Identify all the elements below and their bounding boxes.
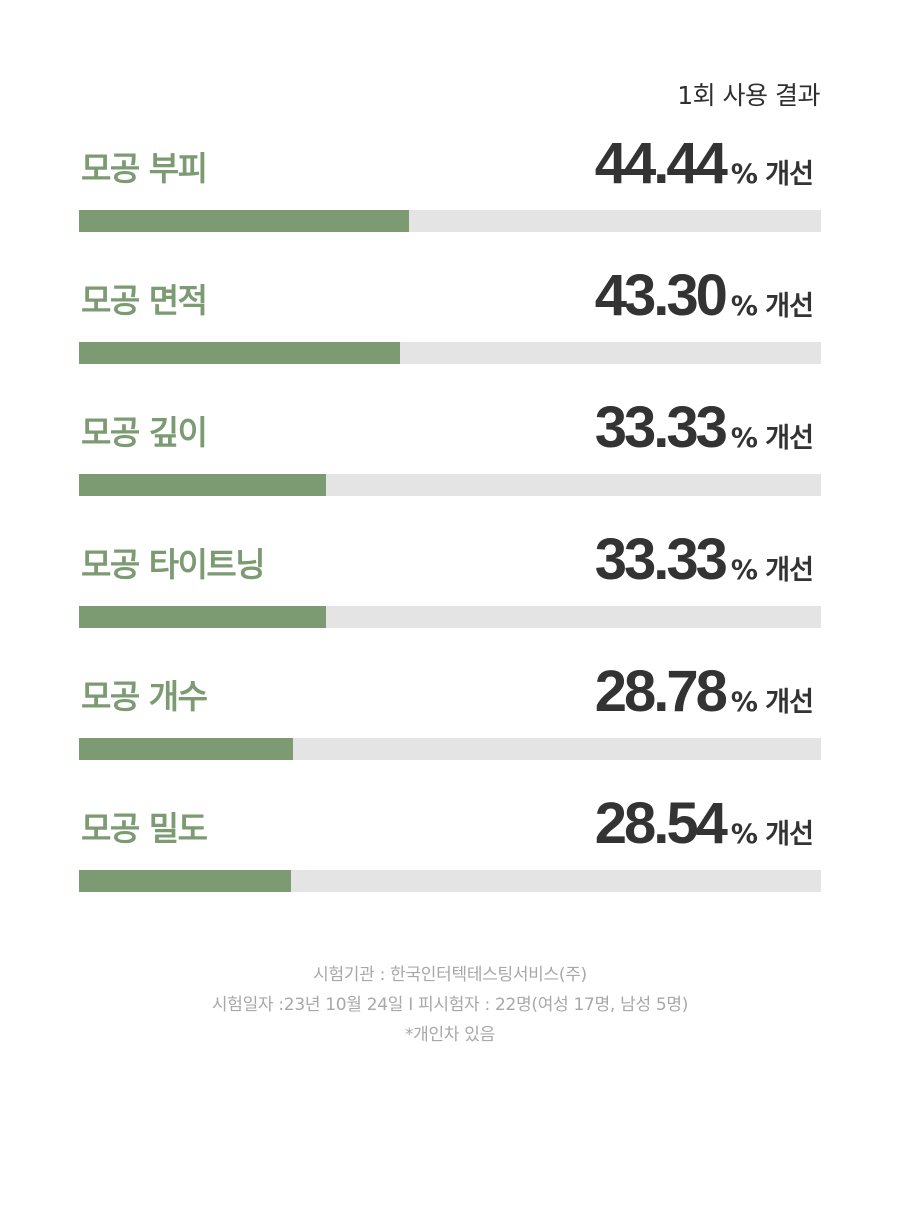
value-label: 44.44 [594,131,728,196]
bar-fill [79,342,401,364]
unit-label: % 개선 [730,819,814,850]
value-label-group: 28.78% 개선 [595,658,814,724]
bar-track [79,474,821,496]
unit-label: % 개선 [730,291,814,322]
value-label-group: 33.33% 개선 [595,526,814,592]
value-label-group: 33.33% 개선 [595,394,814,460]
value-label-group: 28.54% 개선 [595,790,814,856]
bar-row: 모공 깊이 33.33% 개선 [79,394,821,526]
bar-track [79,342,821,364]
result-header: 1회 사용 결과 [677,81,820,110]
bar-row: 모공 개수 28.78% 개선 [79,658,821,790]
category-label: 모공 밀도 [81,809,208,848]
test-date-text: 시험일자 :23년 10월 24일 I 피시험자 : 22명(여성 17명, 남… [211,995,689,1015]
bar-track [79,606,821,628]
bar-fill [79,870,291,892]
value-label: 28.78 [594,659,728,724]
bar-row: 모공 부피 44.44% 개선 [79,130,821,262]
value-label: 33.33 [594,527,728,592]
value-label-group: 44.44% 개선 [595,130,814,196]
test-info-footer: 시험기관 : 한국인터텍테스팅서비스(주) 시험일자 :23년 10월 24일 … [0,960,900,1050]
test-institution-text: 시험기관 : 한국인터텍테스팅서비스(주) [313,965,587,985]
bar-fill [79,606,327,628]
value-label: 43.30 [594,263,728,328]
bar-row: 모공 밀도 28.54% 개선 [79,790,821,922]
bar-row: 모공 타이트닝 33.33% 개선 [79,526,821,658]
unit-label: % 개선 [730,555,814,586]
disclaimer-text: *개인차 있음 [404,1025,495,1045]
bar-fill [79,210,409,232]
bar-track [79,870,821,892]
category-label: 모공 부피 [81,149,208,188]
bar-track [79,738,821,760]
bar-row: 모공 면적 43.30% 개선 [79,262,821,394]
bar-chart: 모공 부피 44.44% 개선 모공 면적 43.30% 개선 모공 깊이 33.33% … [79,130,821,922]
bar-track [79,210,821,232]
category-label: 모공 면적 [81,281,208,320]
value-label: 33.33 [594,395,728,460]
value-label-group: 43.30% 개선 [595,262,814,328]
category-label: 모공 개수 [81,677,208,716]
category-label: 모공 깊이 [81,413,208,452]
bar-fill [79,474,327,496]
category-label: 모공 타이트닝 [81,545,266,584]
unit-label: % 개선 [730,159,814,190]
unit-label: % 개선 [730,687,814,718]
value-label: 28.54 [594,791,728,856]
bar-fill [79,738,293,760]
unit-label: % 개선 [730,423,814,454]
